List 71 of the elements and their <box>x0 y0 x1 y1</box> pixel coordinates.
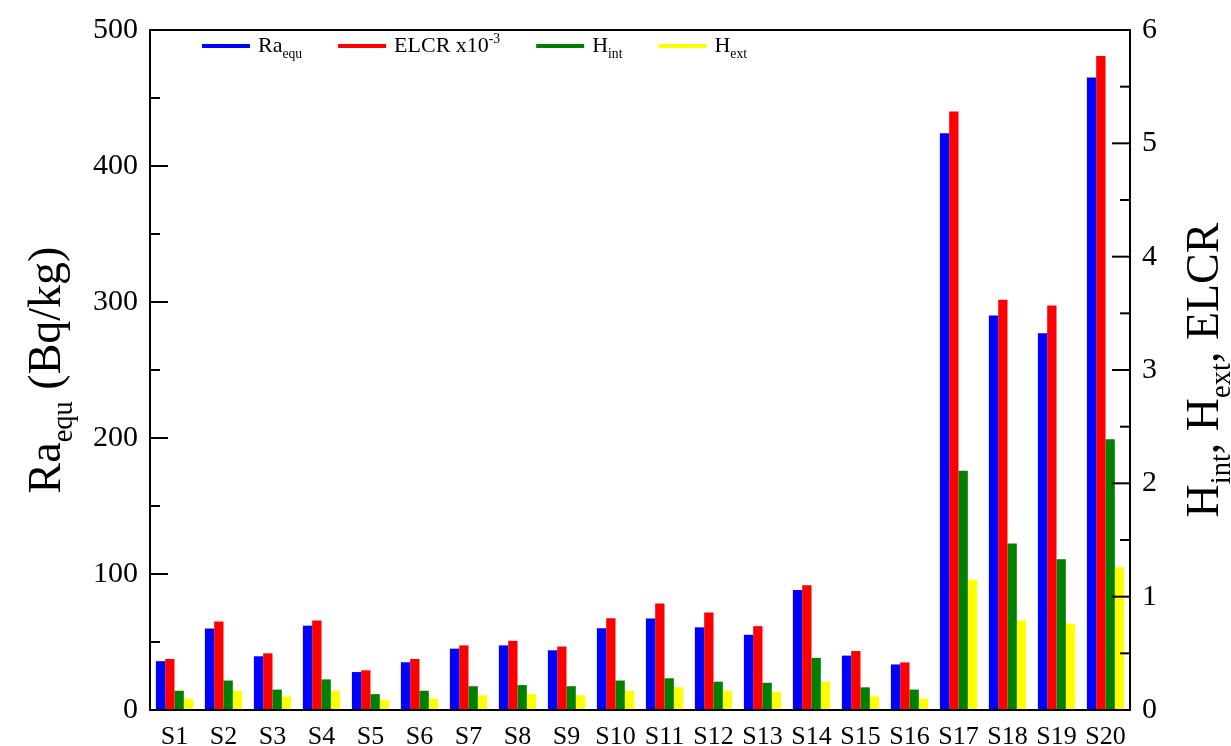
y-tick-label: 200 <box>93 418 138 452</box>
y-tick-label: 0 <box>123 690 138 724</box>
bar <box>1007 543 1017 710</box>
bar <box>909 689 919 710</box>
bar <box>526 694 537 710</box>
x-tick-label: S1 <box>160 721 189 746</box>
bar <box>771 691 782 710</box>
bar <box>664 678 674 710</box>
x-tick-label: S15 <box>840 721 881 746</box>
x-tick-label: S10 <box>595 721 636 746</box>
x-tick-label: S20 <box>1085 721 1126 746</box>
x-tick-label: S12 <box>693 721 734 746</box>
x-tick-label: S4 <box>307 721 336 746</box>
y2-tick-label: 3 <box>1142 350 1157 384</box>
bar <box>1105 439 1115 710</box>
y2-tick-label: 6 <box>1142 10 1157 44</box>
bar <box>575 695 586 710</box>
bar <box>174 690 184 710</box>
x-tick-label: S14 <box>791 721 832 746</box>
y-tick-label: 300 <box>93 282 138 316</box>
bar <box>860 687 870 710</box>
bar <box>1016 620 1027 710</box>
x-tick-label: S19 <box>1036 721 1077 746</box>
x-tick-label: S6 <box>405 721 434 746</box>
y-axis-title: Raequ (Bq/kg) <box>19 246 78 494</box>
x-tick-label: S2 <box>209 721 238 746</box>
bar <box>566 686 576 710</box>
y-tick-label: 100 <box>93 554 138 588</box>
x-tick-label: S13 <box>742 721 783 746</box>
bar <box>419 690 429 710</box>
y-tick-label: 500 <box>93 10 138 44</box>
bar <box>272 689 282 710</box>
x-tick-label: S11 <box>644 721 685 746</box>
x-tick-label: S16 <box>889 721 930 746</box>
x-tick-label: S17 <box>938 721 979 746</box>
bar <box>615 680 625 710</box>
bar <box>330 690 341 710</box>
bar <box>517 685 527 710</box>
bar <box>1114 567 1125 710</box>
bar <box>967 579 978 710</box>
x-tick-label: S8 <box>503 721 532 746</box>
y2-tick-label: 4 <box>1142 237 1157 271</box>
x-tick-label: S5 <box>356 721 385 746</box>
x-tick-label: S9 <box>552 721 581 746</box>
bar <box>370 694 380 710</box>
bar <box>820 681 831 710</box>
bar <box>869 696 880 710</box>
bar <box>477 695 488 710</box>
bar <box>232 690 243 710</box>
x-tick-label: S3 <box>258 721 287 746</box>
bar <box>281 696 292 710</box>
bar <box>468 686 478 710</box>
bar <box>624 690 635 710</box>
y2-axis-title: Hint, Hext, ELCR <box>1177 222 1231 518</box>
bar <box>1065 623 1076 710</box>
x-tick-label: S18 <box>987 721 1028 746</box>
bar <box>321 679 331 710</box>
bar <box>1056 559 1066 710</box>
y2-tick-label: 1 <box>1142 577 1157 611</box>
y2-tick-label: 2 <box>1142 464 1157 498</box>
x-tick-label: S7 <box>454 721 483 746</box>
bar <box>958 470 968 710</box>
bar <box>722 690 733 710</box>
bar <box>762 682 772 710</box>
y-tick-label: 400 <box>93 146 138 180</box>
y2-tick-label: 5 <box>1142 124 1157 158</box>
bar <box>223 680 233 710</box>
y2-tick-label: 0 <box>1142 690 1157 724</box>
bar <box>811 657 821 710</box>
bar <box>713 681 723 710</box>
bar <box>673 687 684 710</box>
